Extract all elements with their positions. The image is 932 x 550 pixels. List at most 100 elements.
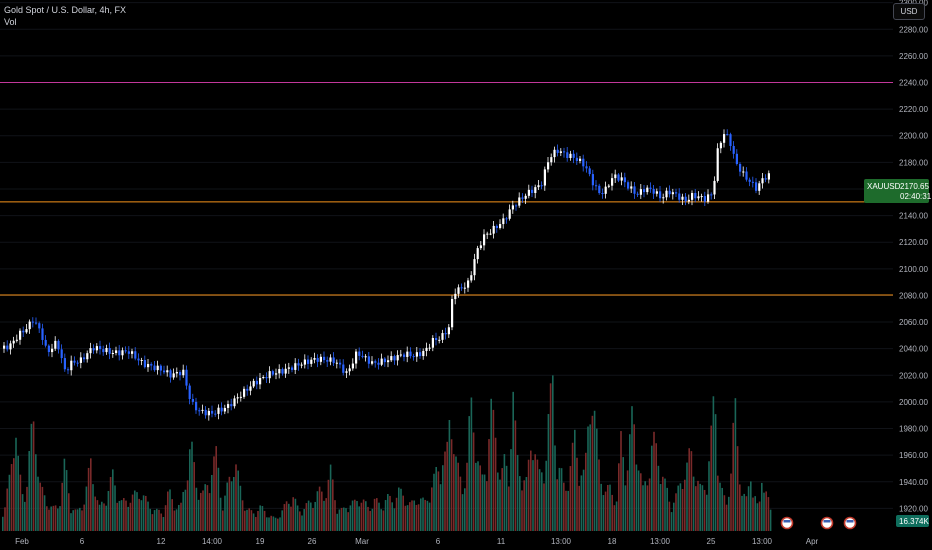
- candle-body[interactable]: [444, 333, 447, 335]
- candle-body[interactable]: [332, 357, 335, 364]
- candle-body[interactable]: [118, 350, 121, 356]
- candle-body[interactable]: [76, 362, 79, 364]
- candle-body[interactable]: [95, 346, 98, 351]
- candle-body[interactable]: [230, 404, 233, 407]
- candle-body[interactable]: [236, 397, 239, 399]
- candlesticks[interactable]: [3, 129, 770, 421]
- candle-body[interactable]: [438, 339, 441, 341]
- candle-body[interactable]: [457, 287, 460, 294]
- candle-body[interactable]: [355, 351, 358, 364]
- candle-body[interactable]: [588, 168, 591, 175]
- candle-body[interactable]: [518, 197, 521, 206]
- candle-body[interactable]: [447, 327, 450, 335]
- candle-body[interactable]: [534, 187, 537, 193]
- candle-body[interactable]: [764, 178, 767, 180]
- candle-body[interactable]: [172, 373, 175, 378]
- candle-body[interactable]: [550, 157, 553, 163]
- candle-body[interactable]: [652, 188, 655, 194]
- candle-body[interactable]: [191, 399, 194, 402]
- candle-body[interactable]: [735, 153, 738, 164]
- candle-body[interactable]: [339, 362, 342, 365]
- candle-body[interactable]: [319, 356, 322, 362]
- candle-body[interactable]: [179, 372, 182, 376]
- candle-body[interactable]: [585, 166, 588, 169]
- candle-body[interactable]: [556, 149, 559, 153]
- candle-body[interactable]: [604, 186, 607, 194]
- volume-indicator-label[interactable]: Vol: [4, 17, 17, 27]
- candle-body[interactable]: [348, 368, 351, 372]
- candle-body[interactable]: [476, 248, 479, 260]
- candle-body[interactable]: [511, 205, 514, 210]
- candle-body[interactable]: [252, 380, 255, 387]
- candle-body[interactable]: [761, 178, 764, 184]
- time-axis[interactable]: Feb 6 12 14:00 19 26 Mar 6 11 13:00 18 13:00 25 13:00…: [0, 532, 932, 550]
- candle-body[interactable]: [278, 369, 281, 374]
- candle-body[interactable]: [217, 407, 220, 414]
- candle-body[interactable]: [335, 362, 338, 364]
- candle-body[interactable]: [326, 360, 329, 362]
- candle-body[interactable]: [428, 347, 431, 349]
- candle-body[interactable]: [547, 162, 550, 170]
- candle-body[interactable]: [460, 287, 463, 289]
- candle-body[interactable]: [41, 328, 44, 340]
- candle-body[interactable]: [563, 151, 566, 153]
- candle-body[interactable]: [281, 369, 284, 374]
- candle-body[interactable]: [121, 350, 124, 356]
- candle-body[interactable]: [662, 197, 665, 199]
- candle-body[interactable]: [710, 194, 713, 196]
- candle-body[interactable]: [390, 356, 393, 361]
- candle-body[interactable]: [358, 351, 361, 356]
- candle-body[interactable]: [300, 364, 303, 366]
- candle-body[interactable]: [92, 348, 95, 351]
- candle-body[interactable]: [643, 189, 646, 193]
- candle-body[interactable]: [111, 352, 114, 354]
- candle-body[interactable]: [598, 185, 601, 193]
- candle-body[interactable]: [751, 181, 754, 183]
- candle-body[interactable]: [681, 196, 684, 200]
- candle-body[interactable]: [489, 233, 492, 235]
- candle-body[interactable]: [521, 197, 524, 199]
- event-flag-icon[interactable]: [780, 516, 794, 530]
- candle-body[interactable]: [687, 199, 690, 202]
- candle-body[interactable]: [537, 185, 540, 188]
- candle-body[interactable]: [351, 363, 354, 369]
- candle-body[interactable]: [659, 191, 662, 199]
- candle-body[interactable]: [73, 360, 76, 363]
- candle-body[interactable]: [403, 354, 406, 357]
- candle-body[interactable]: [35, 322, 38, 324]
- candle-body[interactable]: [732, 145, 735, 154]
- candle-body[interactable]: [134, 351, 137, 359]
- candle-body[interactable]: [291, 367, 294, 370]
- candle-body[interactable]: [207, 410, 210, 416]
- candle-body[interactable]: [147, 364, 150, 368]
- candle-body[interactable]: [412, 356, 415, 358]
- candle-body[interactable]: [361, 355, 364, 357]
- candle-body[interactable]: [137, 358, 140, 361]
- candle-body[interactable]: [671, 192, 674, 195]
- candle-body[interactable]: [371, 361, 374, 364]
- candle-body[interactable]: [723, 134, 726, 143]
- candle-body[interactable]: [601, 192, 604, 194]
- candle-body[interactable]: [726, 134, 729, 136]
- candle-body[interactable]: [211, 410, 214, 414]
- candle-body[interactable]: [127, 351, 130, 354]
- candle-body[interactable]: [51, 348, 54, 353]
- candle-body[interactable]: [182, 369, 185, 376]
- candle-body[interactable]: [377, 362, 380, 365]
- candle-body[interactable]: [527, 189, 530, 196]
- candle-body[interactable]: [665, 190, 668, 198]
- candle-body[interactable]: [150, 364, 153, 366]
- candle-body[interactable]: [502, 218, 505, 225]
- candle-body[interactable]: [745, 171, 748, 180]
- candle-body[interactable]: [646, 187, 649, 193]
- candle-body[interactable]: [259, 378, 262, 385]
- candle-body[interactable]: [387, 360, 390, 363]
- candle-body[interactable]: [201, 409, 204, 411]
- candle-body[interactable]: [655, 191, 658, 194]
- event-markers[interactable]: [780, 516, 857, 530]
- candle-body[interactable]: [262, 376, 265, 379]
- candle-body[interactable]: [303, 359, 306, 365]
- candle-body[interactable]: [153, 365, 156, 371]
- candle-body[interactable]: [310, 359, 313, 364]
